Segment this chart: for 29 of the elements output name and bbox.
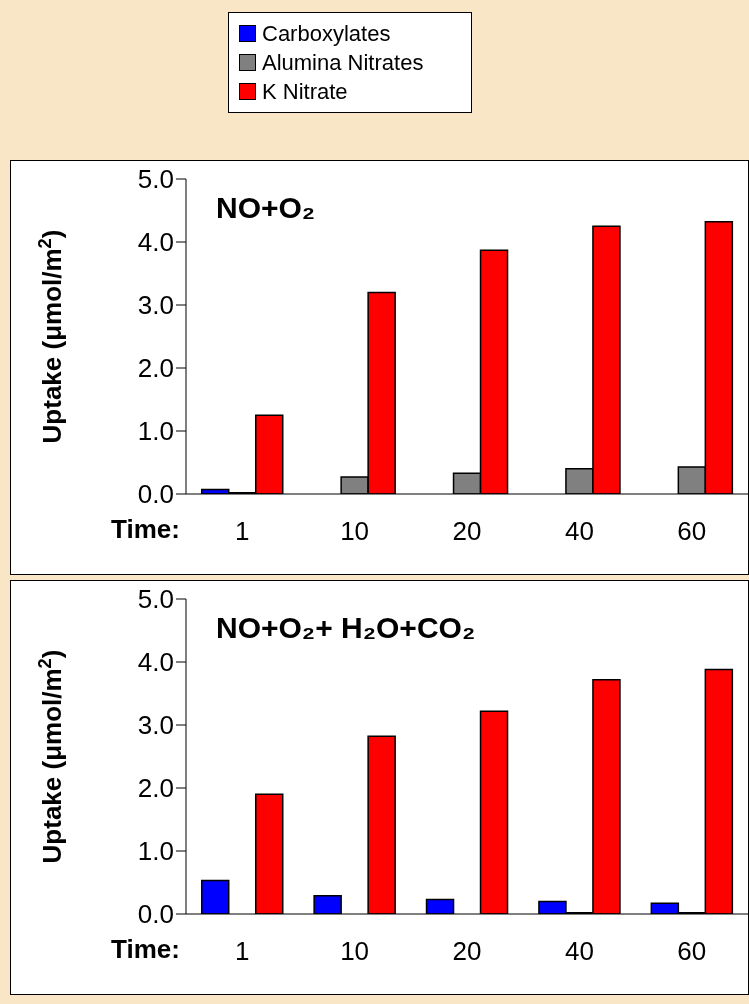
legend-label: K Nitrate: [262, 78, 348, 106]
x-axis-title: Time:: [111, 934, 180, 965]
y-tick-label: 4.0: [137, 647, 174, 678]
x-tick-label: 20: [452, 516, 482, 547]
chart-title: NO+O₂+ H₂O+CO₂: [216, 611, 476, 645]
x-tick-label: 60: [677, 516, 707, 547]
y-tick-label: 1.0: [137, 836, 174, 867]
y-tick-label: 0.0: [137, 479, 174, 510]
x-tick-label: 40: [564, 936, 594, 967]
y-tick-label: 5.0: [137, 584, 174, 615]
x-tick-label: 1: [234, 516, 250, 547]
x-tick-label: 40: [564, 516, 594, 547]
chart-title: NO+O₂: [216, 191, 316, 225]
x-tick-label: 20: [452, 936, 482, 967]
y-tick-label: 2.0: [137, 353, 174, 384]
x-axis-title: Time:: [111, 514, 180, 545]
y-tick-label: 0.0: [137, 899, 174, 930]
x-tick-label: 1: [234, 936, 250, 967]
x-tick-label: 60: [677, 936, 707, 967]
y-tick-label: 3.0: [137, 290, 174, 321]
x-tick-label: 10: [340, 936, 370, 967]
legend-label: Carboxylates: [262, 20, 391, 48]
y-tick-label: 4.0: [137, 227, 174, 258]
y-tick-label: 5.0: [137, 164, 174, 195]
legend-label: Alumina Nitrates: [262, 49, 424, 77]
y-tick-label: 1.0: [137, 416, 174, 447]
x-tick-label: 10: [340, 516, 370, 547]
y-tick-label: 3.0: [137, 710, 174, 741]
y-tick-label: 2.0: [137, 773, 174, 804]
